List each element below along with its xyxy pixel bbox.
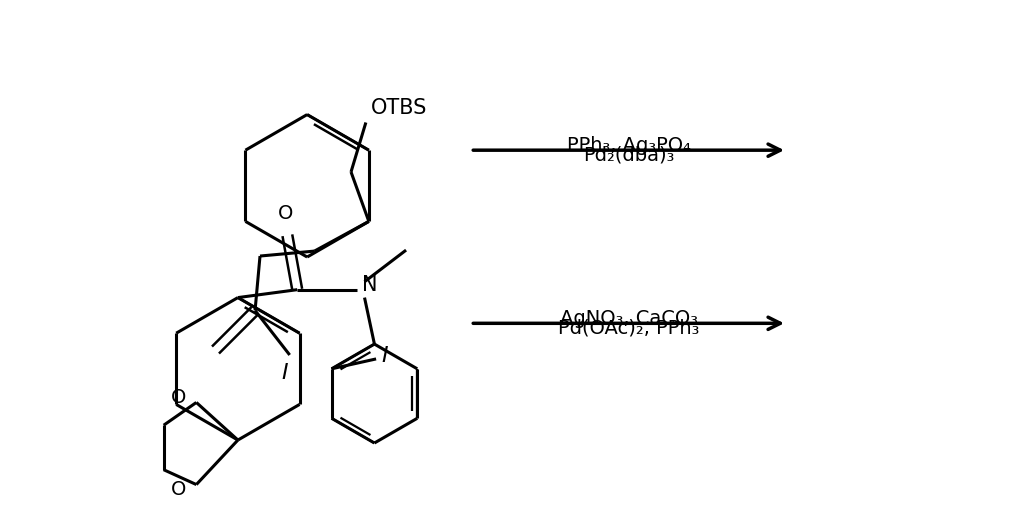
Text: OTBS: OTBS — [371, 98, 428, 117]
Text: Pd(OAc)₂, PPh₃: Pd(OAc)₂, PPh₃ — [558, 318, 700, 337]
Text: N: N — [362, 275, 377, 295]
Text: AgNO₃, CaCO₃: AgNO₃, CaCO₃ — [560, 309, 698, 329]
Text: O: O — [278, 204, 293, 223]
Text: I: I — [281, 363, 288, 383]
Text: I: I — [381, 346, 387, 366]
Text: O: O — [171, 480, 186, 499]
Text: O: O — [171, 388, 186, 407]
Text: Pd₂(dba)₃: Pd₂(dba)₃ — [583, 145, 674, 164]
Text: PPh₃, Ag₃PO₄: PPh₃, Ag₃PO₄ — [567, 136, 691, 155]
